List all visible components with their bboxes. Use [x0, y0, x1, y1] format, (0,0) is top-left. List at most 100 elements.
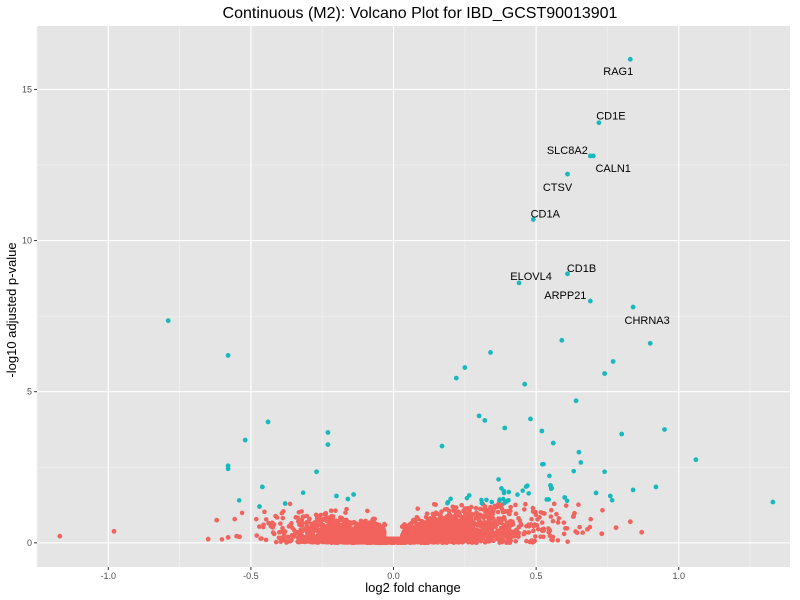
data-point: [505, 520, 511, 525]
x-axis: -1.0 -0.5 0.0 0.5 1.0: [101, 567, 685, 581]
data-point: [502, 425, 508, 431]
data-point: [295, 515, 300, 521]
data-point: [369, 539, 374, 545]
data-point: [588, 516, 594, 522]
data-point: [502, 500, 508, 506]
data-point: [301, 514, 306, 519]
data-point: [550, 537, 555, 543]
labeled-point: [596, 120, 602, 126]
data-point: [662, 427, 667, 432]
data-point: [434, 532, 440, 537]
data-point: [507, 540, 513, 545]
data-point: [328, 529, 334, 534]
data-point: [476, 413, 482, 419]
data-point: [561, 520, 567, 525]
data-point: [284, 540, 289, 545]
grid-major: [37, 26, 790, 567]
data-point: [254, 533, 259, 538]
data-point: [253, 516, 259, 522]
data-point: [276, 535, 282, 541]
data-point: [530, 505, 536, 511]
data-point: [513, 538, 519, 544]
data-point: [549, 507, 554, 513]
data-point: [576, 449, 582, 455]
data-point: [338, 530, 344, 535]
labeled-point: [565, 271, 570, 277]
data-point: [563, 526, 568, 531]
data-point: [373, 525, 379, 530]
data-point: [236, 498, 242, 503]
data-point: [280, 515, 286, 521]
x-axis-label: log2 fold change: [365, 580, 460, 595]
data-point: [445, 499, 451, 505]
data-point: [446, 534, 451, 539]
point-labels: RAG1 CD1E SLC8A2 CALN1 CTSV CD1A CD1B ELOVL4 ARP…: [510, 66, 670, 327]
data-points: [57, 56, 776, 542]
labeled-point: [590, 153, 596, 159]
data-point: [295, 529, 300, 535]
labeled-point: [565, 171, 570, 177]
data-point: [507, 533, 512, 538]
data-point: [328, 508, 334, 513]
data-point: [474, 531, 480, 536]
data-point: [459, 502, 464, 508]
data-point: [365, 508, 370, 514]
data-point: [613, 525, 619, 531]
data-point: [310, 536, 316, 541]
data-point: [602, 469, 607, 475]
data-point: [333, 518, 339, 523]
data-point: [344, 531, 350, 536]
data-point: [442, 507, 448, 512]
data-point: [364, 539, 370, 545]
data-point: [541, 461, 546, 467]
data-point: [554, 511, 559, 517]
data-point: [371, 535, 376, 541]
data-point: [111, 528, 117, 534]
data-point: [338, 537, 344, 542]
data-point: [257, 524, 262, 529]
data-point: [298, 527, 303, 532]
data-point: [265, 419, 271, 425]
data-point: [470, 519, 475, 524]
data-point: [439, 509, 444, 514]
data-point: [488, 504, 493, 510]
data-point: [524, 538, 529, 544]
data-point: [414, 515, 420, 520]
data-point: [310, 529, 316, 535]
data-point: [464, 495, 470, 501]
data-point: [453, 375, 459, 381]
data-point: [530, 509, 536, 514]
data-point: [441, 523, 447, 528]
data-point: [443, 527, 448, 533]
data-point: [564, 498, 570, 504]
data-point: [437, 532, 443, 537]
x-tick-label: -1.0: [101, 571, 117, 581]
data-point: [561, 531, 567, 537]
data-point: [332, 524, 337, 530]
data-point: [361, 519, 366, 525]
data-point: [205, 536, 211, 542]
data-point: [299, 533, 305, 538]
data-point: [474, 511, 479, 516]
data-point: [384, 536, 389, 542]
data-point: [273, 513, 278, 519]
data-point: [555, 520, 561, 525]
data-point: [378, 540, 384, 546]
data-point: [522, 530, 528, 536]
data-point: [262, 509, 267, 515]
data-point: [571, 513, 577, 519]
data-point: [259, 484, 265, 490]
data-point: [325, 430, 331, 435]
data-point: [639, 529, 645, 535]
data-point: [314, 469, 319, 475]
point-label: ELOVL4: [510, 271, 552, 283]
data-point: [415, 529, 421, 534]
data-point: [528, 539, 534, 544]
data-point: [333, 508, 338, 513]
y-tick-label: 5: [27, 387, 32, 397]
data-point: [453, 505, 459, 510]
data-point: [563, 503, 569, 508]
labeled-point: [630, 304, 636, 310]
data-point: [538, 534, 543, 539]
y-axis-label: -log10 adjusted p-value: [4, 242, 19, 377]
